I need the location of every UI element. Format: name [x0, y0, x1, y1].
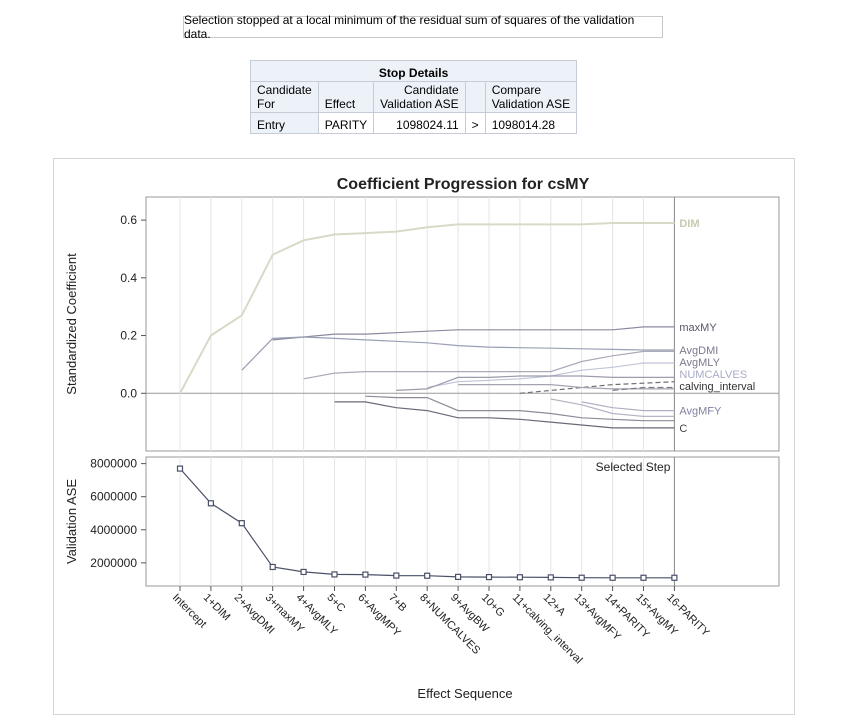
ase-point [300, 568, 307, 576]
y-tick-label: 4000000 [90, 523, 137, 537]
ase-point [331, 571, 338, 578]
y-tick-label: 0.6 [120, 213, 137, 227]
stop-details-table: Stop Details Candidate For Effect Candida… [249, 60, 578, 134]
series-line-dim [179, 222, 675, 394]
ase-point [671, 574, 678, 581]
series-line-maxmy [272, 326, 675, 341]
cell-effect: PARITY [317, 112, 375, 134]
series-label-avgmfy: AvgMFY [679, 406, 722, 418]
cell-compare-ase: 1098014.28 [484, 112, 578, 134]
series-label-dim: DIM [679, 218, 699, 230]
series-line-unlabeled-10 [458, 384, 675, 390]
ase-point [424, 572, 431, 579]
cell-candidate-ase: 1098024.11 [373, 112, 466, 134]
x-tick-label: 10+G [479, 592, 507, 620]
header-candidate-for: Candidate For [250, 81, 319, 113]
series-label-numcalves: NUMCALVES [679, 369, 747, 381]
coefficient-panel [145, 196, 780, 452]
series-label-maxmy: maxMY [679, 322, 717, 334]
ase-point [640, 574, 647, 581]
cell-comparison: > [464, 112, 486, 134]
ase-point [609, 574, 616, 581]
series-line-unlabeled-12 [612, 386, 675, 391]
series-label-avgmly: AvgMLY [679, 357, 720, 369]
series-line-unlabeled-8 [365, 395, 675, 422]
ase-point [393, 572, 400, 579]
table-row: Entry PARITY 1098024.11 > 1098014.28 [250, 112, 578, 134]
ase-point [455, 573, 462, 581]
x-tick-label: 5+C [324, 592, 347, 615]
series-line-avgdmi [241, 336, 675, 371]
ase-point [516, 574, 524, 581]
series-line-unlabeled-11 [550, 398, 675, 417]
ase-point [176, 465, 184, 472]
series-line-avgmfy [581, 401, 675, 412]
header-comparison [464, 81, 486, 113]
series-line-unlabeled-9 [396, 375, 675, 391]
y-tick-label: 6000000 [90, 490, 137, 504]
chart-title: Coefficient Progression for csMY [337, 176, 590, 193]
header-compare-ase: Compare Validation ASE [484, 81, 578, 113]
y-tick-label: 0.4 [120, 271, 137, 285]
plot-frame [53, 158, 795, 715]
stop-reason-note: Selection stopped at a local minimum of … [183, 13, 663, 41]
cell-candidate-for: Entry [250, 112, 319, 134]
ase-point [269, 563, 276, 571]
x-axis-label: Effect Sequence [417, 686, 512, 701]
ase-point [238, 520, 245, 527]
header-candidate-ase: Candidate Validation ASE [373, 81, 466, 113]
y-tick-label: 0.0 [120, 386, 137, 400]
ase-point [578, 574, 585, 581]
header-effect: Effect [317, 81, 375, 113]
y-tick-label: 8000000 [90, 457, 137, 471]
ase-point [362, 571, 369, 578]
stop-details-caption: Stop Details [249, 60, 578, 82]
y-axis-label-ase: Validation ASE [64, 479, 79, 564]
ase-point [207, 500, 214, 507]
ase-point [485, 573, 493, 581]
x-tick-label: 7+B [386, 592, 409, 615]
selected-step-label: Selected Step [596, 460, 671, 474]
y-axis-label-coefficient: Standardized Coefficient [64, 253, 79, 395]
series-label-calving-interval: calving_interval [679, 381, 755, 393]
ase-point [547, 574, 554, 581]
series-label-c: C [679, 423, 687, 435]
series-line-calving-interval [519, 381, 675, 394]
x-tick-label: 12+A [541, 592, 568, 619]
y-tick-label: 0.2 [120, 329, 137, 343]
y-tick-label: 2000000 [90, 556, 137, 570]
series-line-avgmly [303, 350, 675, 380]
series-label-avgdmi: AvgDMI [679, 345, 718, 357]
ase-panel [145, 456, 780, 587]
series-line-c [334, 401, 675, 429]
